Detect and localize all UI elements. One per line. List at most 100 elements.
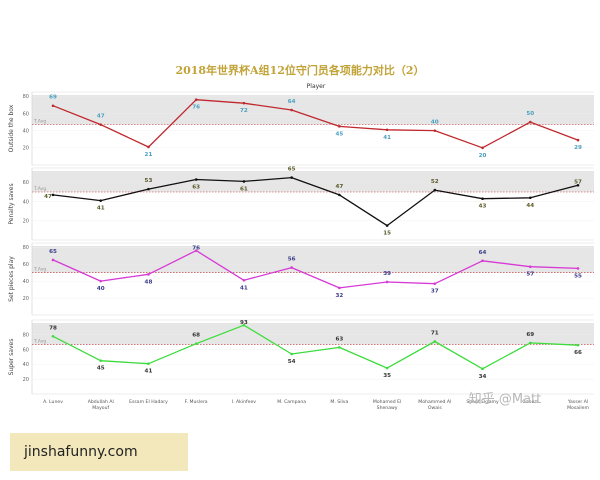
data-label: 64 bbox=[479, 250, 487, 256]
data-point bbox=[51, 258, 55, 262]
x-tick-line: Sherif Ekramy bbox=[466, 399, 499, 405]
data-point bbox=[338, 193, 341, 197]
data-point bbox=[433, 129, 437, 132]
x-tick-label: Gabuzi bbox=[522, 399, 538, 405]
series-line bbox=[52, 99, 579, 149]
data-label: 29 bbox=[574, 145, 582, 151]
data-point bbox=[481, 197, 484, 201]
data-point bbox=[433, 340, 437, 343]
data-point bbox=[194, 178, 198, 181]
x-tick-label: Mohamed El Shenawy bbox=[373, 399, 401, 411]
y-axis-title: Penalty saves bbox=[8, 183, 15, 224]
comparison-chart: 2018年世界杯A组12位守门员各项能力对比（2） Player 20 40 60 8… bbox=[8, 63, 594, 411]
data-label: 65 bbox=[288, 167, 296, 173]
y-tick-label: 40 bbox=[23, 362, 29, 368]
x-tick-label: I. Akinfeev bbox=[232, 399, 257, 405]
average-label: T.Avg bbox=[33, 119, 46, 125]
data-point bbox=[338, 346, 341, 349]
y-tick-label: 20 bbox=[23, 146, 29, 152]
y-tick-label: 20 bbox=[23, 377, 29, 383]
data-label: 50 bbox=[526, 111, 534, 117]
data-point bbox=[51, 104, 55, 108]
y-tick-label: 80 bbox=[23, 245, 29, 251]
x-tick-line: M. Silva bbox=[330, 399, 348, 405]
x-tick-line: Abdullah Al bbox=[88, 399, 114, 405]
y-tick-label: 80 bbox=[23, 333, 29, 339]
x-tick-label: Abdullah Al Mayouf bbox=[88, 399, 114, 411]
data-label: 68 bbox=[192, 333, 200, 339]
data-label: 57 bbox=[574, 179, 582, 185]
data-point bbox=[51, 193, 55, 197]
data-label: 47 bbox=[44, 194, 52, 200]
data-point bbox=[528, 120, 532, 124]
x-tick-line: Shenawy bbox=[377, 405, 398, 411]
data-label: 78 bbox=[49, 325, 57, 331]
data-point bbox=[576, 138, 580, 142]
data-label: 41 bbox=[97, 206, 105, 212]
average-label: T.Avg bbox=[33, 338, 46, 344]
data-label: 47 bbox=[335, 184, 343, 190]
data-label: 35 bbox=[383, 373, 391, 379]
y-axis-title: Super saves bbox=[8, 339, 15, 376]
x-tick-line: A. Lunev bbox=[43, 399, 63, 405]
data-point bbox=[99, 279, 103, 283]
data-point bbox=[99, 199, 103, 202]
data-point bbox=[338, 125, 341, 128]
x-tick-line: Mohammed Al bbox=[418, 399, 451, 405]
x-tick-label: M. Campana bbox=[277, 399, 306, 405]
y-tick-label: 40 bbox=[23, 199, 29, 205]
series-line bbox=[52, 324, 579, 370]
data-point bbox=[194, 98, 198, 102]
data-label: 48 bbox=[145, 279, 153, 285]
data-label: 69 bbox=[526, 332, 534, 338]
data-point bbox=[528, 265, 532, 269]
x-tick-label: F. Muslera bbox=[185, 399, 208, 405]
data-label: 64 bbox=[288, 99, 296, 105]
data-point bbox=[290, 266, 293, 269]
x-tick-line: Mayouf bbox=[92, 405, 109, 411]
series-line bbox=[52, 249, 579, 289]
data-point bbox=[242, 180, 246, 183]
x-tick-line: M. Campana bbox=[277, 399, 306, 405]
data-label: 63 bbox=[192, 185, 200, 191]
data-point bbox=[290, 176, 293, 179]
average-label: T.Avg bbox=[33, 267, 46, 273]
data-label: 15 bbox=[383, 231, 391, 237]
data-label: 76 bbox=[192, 246, 200, 252]
panel-shade bbox=[32, 246, 594, 273]
y-tick-label: 20 bbox=[23, 296, 29, 302]
x-tick-line: I. Akinfeev bbox=[232, 399, 257, 405]
y-tick-label: 20 bbox=[23, 219, 29, 225]
data-label: 40 bbox=[97, 286, 105, 292]
chart-title: 2018年世界杯A组12位守门员各项能力对比（2） bbox=[175, 63, 424, 77]
y-tick-label: 60 bbox=[23, 347, 29, 353]
data-point bbox=[528, 341, 532, 345]
panel-shade bbox=[32, 95, 594, 125]
data-label: 93 bbox=[240, 320, 248, 326]
source-caption: jinshafunny.com bbox=[10, 433, 188, 471]
data-label: 76 bbox=[192, 105, 200, 111]
data-label: 43 bbox=[479, 204, 487, 210]
data-label: 55 bbox=[574, 273, 582, 279]
data-point bbox=[576, 267, 580, 270]
x-tick-line: F. Muslera bbox=[185, 399, 208, 405]
x-tick-label: M. Silva bbox=[330, 399, 348, 405]
data-point bbox=[147, 145, 150, 149]
data-label: 72 bbox=[240, 108, 248, 114]
data-label: 47 bbox=[97, 114, 105, 120]
data-point bbox=[242, 278, 246, 282]
data-point bbox=[385, 224, 389, 227]
data-point bbox=[576, 343, 580, 347]
y-axis-title: Outside the box bbox=[8, 104, 15, 152]
data-label: 41 bbox=[240, 285, 248, 291]
data-point bbox=[385, 280, 389, 284]
data-label: 37 bbox=[431, 289, 439, 295]
panel-shade bbox=[32, 323, 594, 345]
data-label: 40 bbox=[431, 120, 439, 126]
x-tick-line: Gabuzi bbox=[522, 399, 538, 405]
x-tick-label: Mohammed Al Owais bbox=[418, 399, 451, 411]
data-label: 56 bbox=[288, 257, 296, 263]
y-tick-label: 40 bbox=[23, 128, 29, 134]
data-point bbox=[385, 366, 389, 370]
data-point bbox=[147, 273, 150, 276]
